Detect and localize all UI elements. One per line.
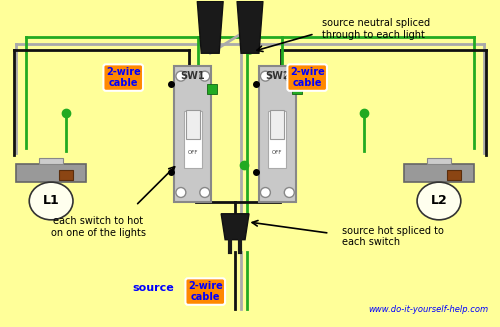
- Text: L1: L1: [42, 195, 59, 208]
- Bar: [59, 170, 73, 180]
- Bar: [270, 110, 284, 139]
- Ellipse shape: [29, 182, 73, 220]
- Bar: [184, 111, 202, 168]
- Circle shape: [200, 71, 209, 81]
- Bar: [16, 164, 86, 182]
- Text: source neutral spliced
through to each light: source neutral spliced through to each l…: [322, 18, 430, 40]
- Text: L2: L2: [430, 195, 448, 208]
- Bar: [427, 158, 451, 164]
- Text: SW1: SW1: [180, 71, 205, 81]
- Circle shape: [284, 187, 294, 198]
- Bar: [208, 84, 218, 94]
- Text: source hot spliced to
each switch: source hot spliced to each switch: [342, 226, 444, 247]
- Ellipse shape: [417, 182, 461, 220]
- Bar: [174, 66, 212, 202]
- Bar: [186, 110, 200, 139]
- Circle shape: [176, 71, 186, 81]
- Circle shape: [176, 187, 186, 198]
- Text: SW2: SW2: [265, 71, 289, 81]
- Polygon shape: [221, 214, 249, 240]
- Bar: [268, 111, 286, 168]
- Text: 2-wire
cable: 2-wire cable: [290, 67, 324, 88]
- Polygon shape: [237, 1, 263, 53]
- Bar: [258, 66, 296, 202]
- Text: 2-wire
cable: 2-wire cable: [106, 67, 140, 88]
- Bar: [404, 164, 474, 182]
- Bar: [447, 170, 461, 180]
- Polygon shape: [198, 1, 223, 53]
- Circle shape: [260, 187, 270, 198]
- Text: each switch to hot
on one of the lights: each switch to hot on one of the lights: [51, 216, 146, 237]
- Circle shape: [200, 187, 209, 198]
- Circle shape: [284, 71, 294, 81]
- Bar: [39, 158, 63, 164]
- Text: OFF: OFF: [188, 150, 198, 155]
- Bar: [292, 84, 302, 94]
- Text: 2-wire
cable: 2-wire cable: [188, 281, 222, 302]
- Text: source: source: [132, 283, 174, 293]
- Circle shape: [260, 71, 270, 81]
- Text: OFF: OFF: [272, 150, 282, 155]
- Text: www.do-it-yourself-help.com: www.do-it-yourself-help.com: [368, 305, 488, 314]
